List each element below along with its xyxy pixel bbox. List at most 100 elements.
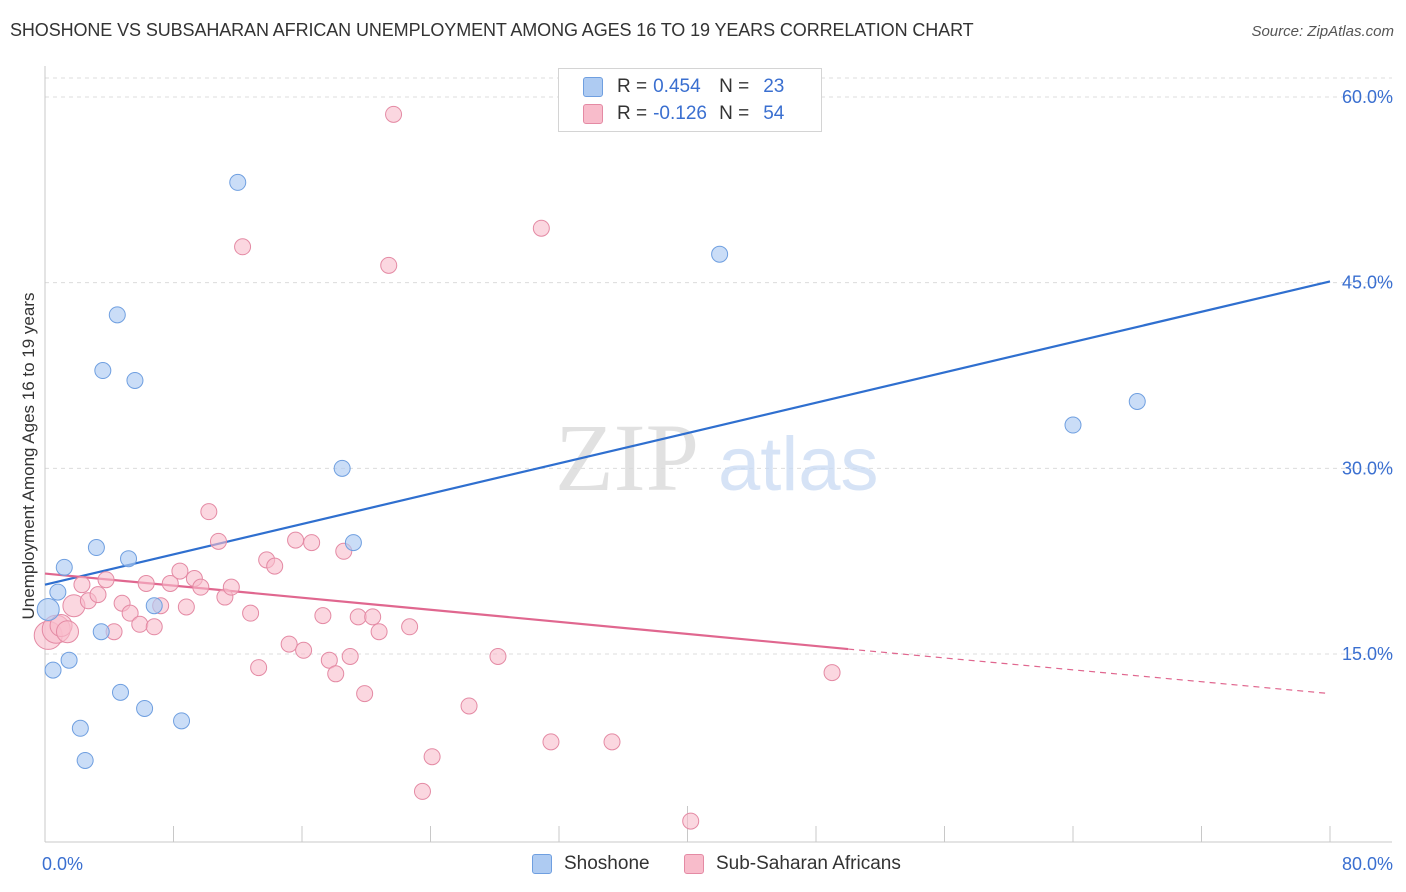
data-point-subsaharan bbox=[327, 665, 345, 683]
x-tick-label: 0.0% bbox=[42, 854, 83, 874]
y-tick-label: 45.0% bbox=[1342, 273, 1393, 293]
data-point-subsaharan bbox=[161, 574, 179, 592]
data-point-shoshone bbox=[55, 558, 73, 576]
data-point-subsaharan bbox=[250, 659, 268, 677]
data-point-shoshone bbox=[173, 712, 191, 730]
data-point-subsaharan bbox=[177, 598, 195, 616]
data-point-subsaharan bbox=[303, 534, 321, 552]
data-point-shoshone bbox=[344, 534, 362, 552]
data-point-subsaharan bbox=[401, 618, 419, 636]
data-point-shoshone bbox=[87, 539, 105, 557]
legend-n-value: 23 bbox=[763, 76, 785, 97]
data-point-shoshone bbox=[145, 597, 163, 615]
legend-n-value: 54 bbox=[763, 103, 785, 124]
legend-swatch-shoshone bbox=[583, 77, 603, 97]
legend-row-subsaharan: R = -0.126 N = 54 bbox=[583, 101, 784, 127]
legend-swatch-subsaharan bbox=[583, 104, 603, 124]
data-point-subsaharan bbox=[234, 238, 252, 256]
data-point-subsaharan bbox=[89, 586, 107, 604]
data-point-subsaharan bbox=[532, 219, 550, 237]
data-point-subsaharan bbox=[349, 608, 367, 626]
data-point-subsaharan bbox=[145, 618, 163, 636]
series-swatch-shoshone bbox=[532, 854, 552, 874]
y-tick-label: 30.0% bbox=[1342, 458, 1393, 478]
legend-r-label: R = bbox=[617, 76, 648, 97]
data-point-shoshone bbox=[229, 173, 247, 191]
data-point-subsaharan bbox=[137, 574, 155, 592]
data-point-subsaharan bbox=[341, 647, 359, 665]
data-point-shoshone bbox=[711, 245, 729, 263]
data-point-shoshone bbox=[120, 550, 138, 568]
data-point-shoshone bbox=[60, 651, 78, 669]
source-label: Source: ZipAtlas.com bbox=[1251, 23, 1394, 40]
watermark: ZIP atlas bbox=[555, 404, 879, 511]
data-point-subsaharan bbox=[242, 604, 260, 622]
series-label-subsaharan: Sub-Saharan Africans bbox=[716, 853, 901, 874]
data-point-subsaharan bbox=[287, 531, 305, 549]
data-point-subsaharan bbox=[314, 607, 332, 625]
data-point-subsaharan bbox=[209, 532, 227, 550]
trend-lines bbox=[44, 280, 1331, 695]
legend-n-label: N = bbox=[719, 103, 750, 124]
data-point-subsaharan bbox=[364, 608, 382, 626]
data-point-shoshone bbox=[71, 719, 89, 737]
series-legend-shoshone: Shoshone bbox=[532, 851, 650, 877]
data-points bbox=[33, 105, 1146, 830]
data-point-subsaharan bbox=[385, 105, 403, 123]
series-swatch-subsaharan bbox=[684, 854, 704, 874]
tick-labels: 15.0% 30.0% 45.0% 60.0% 0.0% 80.0% bbox=[42, 87, 1393, 874]
data-point-subsaharan bbox=[489, 647, 507, 665]
watermark-atlas: atlas bbox=[718, 422, 879, 507]
data-point-subsaharan bbox=[55, 620, 79, 644]
x-tick-label: 80.0% bbox=[1342, 854, 1393, 874]
data-point-shoshone bbox=[1064, 416, 1082, 434]
data-point-subsaharan bbox=[460, 697, 478, 715]
data-point-shoshone bbox=[1128, 392, 1146, 410]
data-point-subsaharan bbox=[266, 557, 284, 575]
data-point-subsaharan bbox=[603, 733, 621, 751]
data-point-shoshone bbox=[126, 371, 144, 389]
data-point-subsaharan bbox=[131, 615, 149, 633]
data-point-shoshone bbox=[92, 623, 110, 641]
trend-line-subsaharan bbox=[44, 572, 849, 651]
trend-line-shoshone bbox=[44, 280, 1331, 586]
chart-title: SHOSHONE VS SUBSAHARAN AFRICAN UNEMPLOYM… bbox=[10, 20, 974, 40]
data-point-subsaharan bbox=[356, 685, 374, 703]
data-point-subsaharan bbox=[370, 623, 388, 641]
legend-r-value: 0.454 bbox=[653, 76, 701, 97]
data-point-subsaharan bbox=[192, 578, 210, 596]
legend-n-label: N = bbox=[719, 76, 750, 97]
data-point-subsaharan bbox=[380, 256, 398, 274]
data-point-shoshone bbox=[49, 583, 67, 601]
data-point-shoshone bbox=[108, 306, 126, 324]
series-legend-subsaharan: Sub-Saharan Africans bbox=[684, 851, 901, 877]
grid-lines bbox=[45, 77, 1392, 655]
data-point-subsaharan bbox=[171, 562, 189, 580]
data-point-shoshone bbox=[111, 683, 129, 701]
watermark-zip: ZIP bbox=[555, 404, 699, 511]
data-point-subsaharan bbox=[200, 503, 218, 521]
data-point-shoshone bbox=[36, 597, 60, 621]
data-point-subsaharan bbox=[222, 578, 240, 596]
data-point-subsaharan bbox=[295, 641, 313, 659]
data-point-subsaharan bbox=[97, 571, 115, 589]
legend-r-value: -0.126 bbox=[653, 103, 707, 124]
trend-line-subsaharan-extension bbox=[848, 648, 1331, 695]
data-point-subsaharan bbox=[423, 748, 441, 766]
data-point-subsaharan bbox=[542, 733, 560, 751]
data-point-subsaharan bbox=[413, 782, 431, 800]
data-point-subsaharan bbox=[280, 635, 298, 653]
correlation-legend: R = 0.454 N = 23 R = -0.126 N = 54 bbox=[558, 68, 822, 132]
y-tick-label: 60.0% bbox=[1342, 87, 1393, 107]
legend-row-shoshone: R = 0.454 N = 23 bbox=[583, 74, 784, 100]
data-point-subsaharan bbox=[73, 576, 91, 594]
legend-r-label: R = bbox=[617, 103, 648, 124]
series-label-shoshone: Shoshone bbox=[564, 853, 650, 874]
y-tick-label: 15.0% bbox=[1342, 644, 1393, 664]
data-point-subsaharan bbox=[121, 604, 139, 622]
data-point-subsaharan bbox=[682, 812, 700, 830]
data-point-shoshone bbox=[76, 751, 94, 769]
data-point-shoshone bbox=[44, 661, 62, 679]
data-point-subsaharan bbox=[823, 664, 841, 682]
